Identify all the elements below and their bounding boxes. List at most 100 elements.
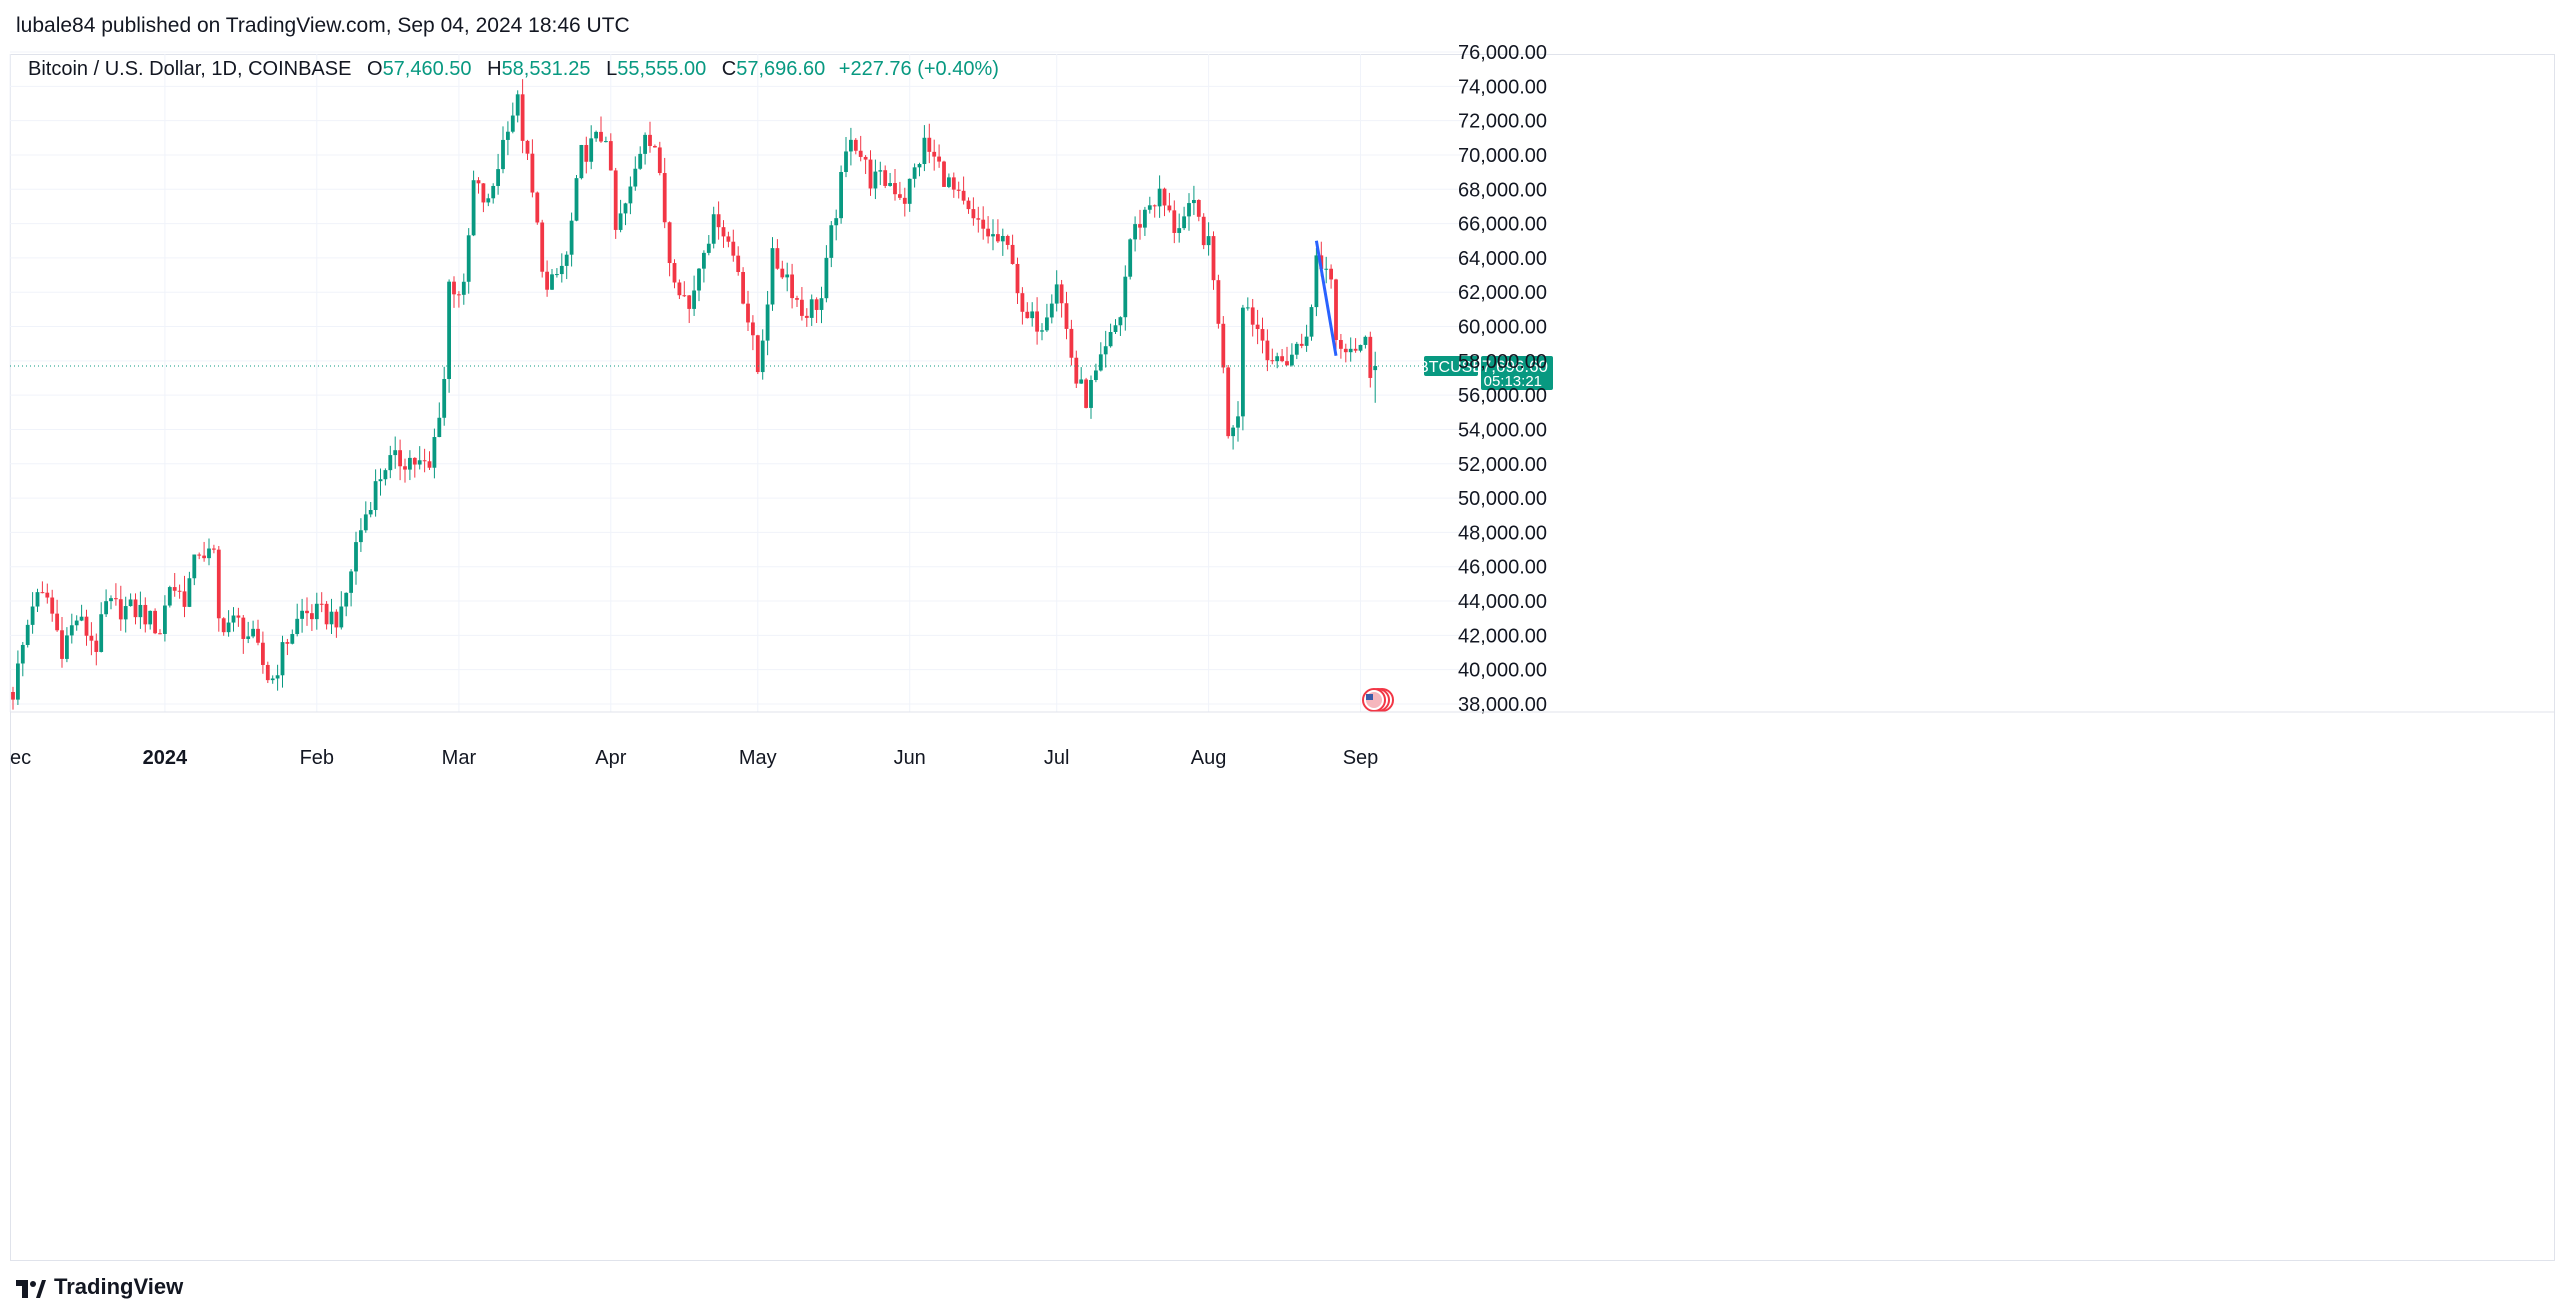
candle-body [1182,216,1186,229]
candle-body [442,378,447,418]
candle-body [270,678,275,681]
y-tick-label: 72,000.00 [1458,111,1547,133]
candle-body [368,510,373,515]
candle-body [1045,317,1049,331]
candle-body [672,263,677,283]
candle-body [197,554,202,556]
candle-body [927,137,932,152]
candle-body [1172,210,1177,233]
candle-body [662,173,667,223]
candle-body [1324,268,1329,270]
candle-body [314,603,319,620]
candle-body [1192,199,1196,204]
y-tick-label: 50,000.00 [1458,488,1547,510]
candle-body [1314,255,1319,308]
symbol-description[interactable]: Bitcoin / U.S. Dollar, 1D, COINBASE [28,58,352,80]
candle-body [515,94,520,116]
tradingview-brand-text: TradingView [54,1274,184,1299]
candle-body [461,281,466,295]
candle-body [1353,348,1358,351]
candle-body [388,455,393,471]
trendline-drawing[interactable] [1314,240,1338,356]
candle-body [1211,236,1216,281]
y-tick-label: 60,000.00 [1458,317,1547,339]
candle-body [310,613,314,620]
candle-body [1236,416,1240,428]
candle-body [1010,244,1015,264]
y-tick-label: 74,000.00 [1458,76,1547,98]
change-value: +227.76 (+0.40%) [838,58,999,80]
candle-body [344,592,349,607]
symbol-badge [1424,356,1478,377]
candle-body [363,514,368,531]
candle-body [736,255,741,273]
y-tick-label: 44,000.00 [1458,591,1547,613]
candle-body [466,235,471,282]
candle-body [751,322,755,336]
candle-body [819,298,824,310]
y-tick-label: 40,000.00 [1458,660,1547,682]
candle-body [770,248,775,305]
candle-body [373,481,378,511]
y-tick-label: 54,000.00 [1458,419,1547,441]
y-tick-label: 66,000.00 [1458,214,1547,236]
candle-body [1138,224,1142,228]
y-tick-label: 52,000.00 [1458,454,1547,476]
candle-body [128,599,133,607]
candle-body [858,150,863,157]
candle-body [300,610,304,619]
candle-body [785,274,790,278]
y-tick-label: 46,000.00 [1458,557,1547,579]
candle-body [25,624,30,645]
candle-body [1143,209,1147,228]
candle-body [530,153,535,193]
us-flag-icon[interactable] [1362,688,1394,712]
candle-body [888,183,892,186]
y-tick-label: 42,000.00 [1458,625,1547,647]
candle-body [966,200,971,210]
candle-body [339,606,344,628]
candle-body [1216,280,1221,324]
candle-body [618,213,623,230]
candle-body [221,618,226,633]
candle-body [1079,379,1084,384]
candle-body [706,243,711,253]
y-tick-label: 58,000.00 [1458,351,1547,373]
high-value: 58,531.25 [501,58,591,80]
candle-body [280,642,285,676]
last-price-text: 57,696.60 [1472,357,1548,376]
countdown-text: 05:13:21 [1484,373,1542,390]
candle-body [251,628,255,637]
candle-body [74,620,79,626]
candle-body [187,578,192,607]
candle-body [486,198,491,203]
x-tick-label: May [739,747,777,769]
candle-body [589,138,594,162]
candle-body [432,437,437,468]
candle-body [481,183,486,203]
candle-body [1030,311,1035,319]
footer-branding[interactable]: TradingView [16,1274,183,1300]
candle-body [692,290,696,309]
high-label: H [487,58,502,80]
candle-body [883,170,888,186]
candle-body [1152,205,1157,207]
candle-body [721,227,726,237]
candle-body [11,691,15,700]
candle-body [947,177,951,187]
y-tick-label: 68,000.00 [1458,179,1547,201]
candle-body [1304,336,1309,346]
candle-body [212,548,216,550]
candle-body [1157,188,1162,207]
candle-body [824,257,829,299]
candle-body [506,131,510,140]
candle-body [1103,346,1108,355]
candle-body [1064,303,1069,329]
candle-body [574,178,579,221]
candle-body [550,274,554,290]
candle-body [942,161,946,187]
candle-body [412,457,417,465]
symbol-badge-text: BTCUSD [1418,359,1484,376]
candle-body [1348,348,1353,353]
